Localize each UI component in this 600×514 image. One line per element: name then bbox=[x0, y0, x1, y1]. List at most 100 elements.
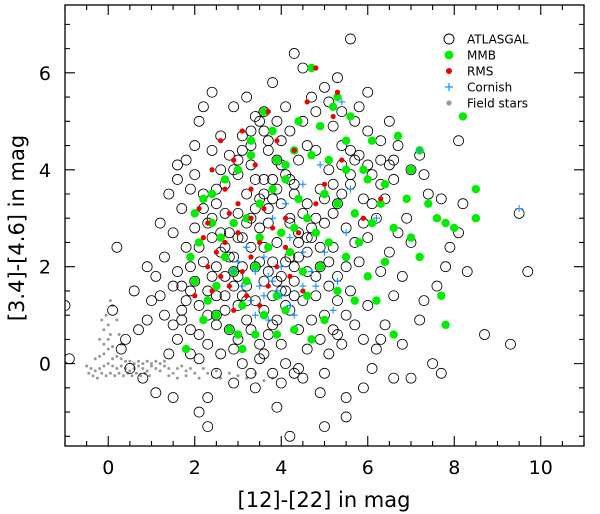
x-axis-label: [12]-[22] in mag bbox=[238, 488, 411, 512]
data-point-mmb bbox=[255, 199, 264, 208]
data-point-field-stars bbox=[197, 376, 201, 380]
data-point-cornish bbox=[329, 306, 337, 314]
data-point-atlasgal bbox=[267, 174, 279, 185]
data-point-atlasgal bbox=[297, 295, 309, 307]
data-point-atlasgal bbox=[505, 338, 516, 350]
data-point-atlasgal bbox=[150, 387, 162, 399]
legend-entry-cornish: Cornish bbox=[445, 81, 512, 95]
data-point-atlasgal bbox=[262, 329, 274, 340]
data-point-atlasgal bbox=[271, 314, 283, 326]
data-point-atlasgal bbox=[241, 314, 253, 326]
data-point-field-stars bbox=[162, 364, 166, 368]
data-point-mmb bbox=[367, 218, 377, 228]
data-point-atlasgal bbox=[293, 237, 304, 248]
data-point-mmb bbox=[333, 199, 342, 208]
data-point-field-stars bbox=[262, 379, 266, 383]
data-point-cornish bbox=[333, 277, 341, 285]
data-point-rms bbox=[248, 254, 254, 260]
data-point-atlasgal bbox=[323, 164, 335, 176]
data-point-atlasgal bbox=[280, 101, 291, 113]
data-point-atlasgal bbox=[358, 333, 369, 345]
data-point-atlasgal bbox=[245, 367, 257, 379]
data-point-atlasgal bbox=[375, 135, 387, 147]
data-point-field-stars bbox=[117, 333, 121, 337]
data-point-cornish bbox=[247, 297, 255, 305]
y-tick-label: 6 bbox=[39, 63, 51, 85]
data-point-atlasgal bbox=[167, 392, 179, 403]
data-point-atlasgal bbox=[232, 207, 244, 219]
data-point-mmb bbox=[238, 301, 247, 310]
data-point-rms bbox=[252, 162, 258, 168]
data-point-atlasgal bbox=[362, 125, 374, 137]
data-point-field-stars bbox=[108, 371, 112, 375]
data-point-field-stars bbox=[111, 364, 115, 368]
data-point-field-stars bbox=[106, 323, 110, 327]
data-point-atlasgal bbox=[271, 401, 283, 413]
data-point-atlasgal bbox=[271, 115, 283, 127]
data-point-atlasgal bbox=[210, 367, 222, 379]
data-point-atlasgal bbox=[349, 319, 361, 331]
data-point-atlasgal bbox=[223, 149, 235, 161]
data-point-cornish bbox=[260, 292, 268, 300]
data-point-atlasgal bbox=[267, 193, 279, 205]
data-point-rms bbox=[213, 249, 219, 255]
data-point-atlasgal bbox=[440, 261, 452, 273]
series-atlasgal bbox=[65, 33, 534, 442]
data-point-field-stars bbox=[111, 357, 115, 361]
data-point-atlasgal bbox=[176, 304, 188, 316]
data-point-field-stars bbox=[141, 366, 145, 370]
data-point-atlasgal bbox=[414, 314, 426, 326]
data-point-atlasgal bbox=[65, 300, 71, 311]
data-point-atlasgal bbox=[288, 290, 300, 302]
x-tick-label: 2 bbox=[189, 457, 201, 479]
data-point-mmb bbox=[376, 199, 385, 208]
data-point-field-stars bbox=[100, 371, 104, 375]
data-point-atlasgal bbox=[461, 266, 473, 277]
data-point-rms bbox=[330, 113, 336, 120]
data-point-atlasgal bbox=[210, 183, 222, 195]
data-point-atlasgal bbox=[297, 372, 309, 384]
data-point-field-stars bbox=[175, 366, 179, 370]
data-point-atlasgal bbox=[236, 144, 248, 156]
data-point-mmb bbox=[212, 310, 221, 320]
data-point-atlasgal bbox=[427, 358, 439, 370]
data-point-field-stars bbox=[145, 359, 149, 363]
data-point-mmb bbox=[207, 218, 217, 228]
data-point-mmb bbox=[324, 238, 334, 247]
data-point-atlasgal bbox=[336, 338, 348, 350]
data-point-atlasgal bbox=[197, 256, 209, 268]
data-point-atlasgal bbox=[293, 154, 304, 166]
data-point-mmb bbox=[406, 165, 416, 174]
data-point-atlasgal bbox=[65, 353, 75, 365]
data-point-mmb bbox=[229, 218, 238, 228]
data-point-field-stars bbox=[95, 376, 99, 380]
data-point-atlasgal bbox=[206, 86, 218, 98]
data-point-mmb bbox=[212, 281, 221, 291]
data-point-field-stars bbox=[167, 366, 171, 370]
data-point-cornish bbox=[264, 316, 272, 324]
data-point-atlasgal bbox=[362, 232, 374, 244]
data-point-mmb bbox=[441, 320, 450, 330]
data-point-mmb bbox=[333, 92, 342, 102]
x-tick-label: 6 bbox=[362, 457, 374, 479]
data-point-atlasgal bbox=[401, 212, 413, 224]
data-point-atlasgal bbox=[453, 227, 464, 239]
data-point-rms bbox=[360, 215, 367, 221]
data-point-atlasgal bbox=[189, 222, 201, 234]
data-point-rms bbox=[226, 283, 232, 289]
data-point-atlasgal bbox=[327, 324, 339, 336]
data-point-mmb bbox=[281, 306, 290, 315]
legend-entry-rms: RMS bbox=[446, 65, 493, 79]
data-point-field-stars bbox=[93, 357, 97, 361]
x-tick-label: 4 bbox=[275, 457, 287, 479]
legend-entry-atlasgal: ATLASGAL bbox=[443, 33, 529, 47]
data-point-field-stars bbox=[111, 345, 115, 349]
data-point-mmb bbox=[268, 126, 277, 136]
data-point-rms bbox=[196, 205, 202, 212]
data-point-atlasgal bbox=[375, 333, 387, 345]
legend-marker bbox=[446, 100, 452, 106]
data-point-atlasgal bbox=[120, 333, 131, 345]
data-point-atlasgal bbox=[435, 193, 447, 205]
data-point-mmb bbox=[380, 257, 390, 267]
data-point-atlasgal bbox=[340, 261, 352, 273]
